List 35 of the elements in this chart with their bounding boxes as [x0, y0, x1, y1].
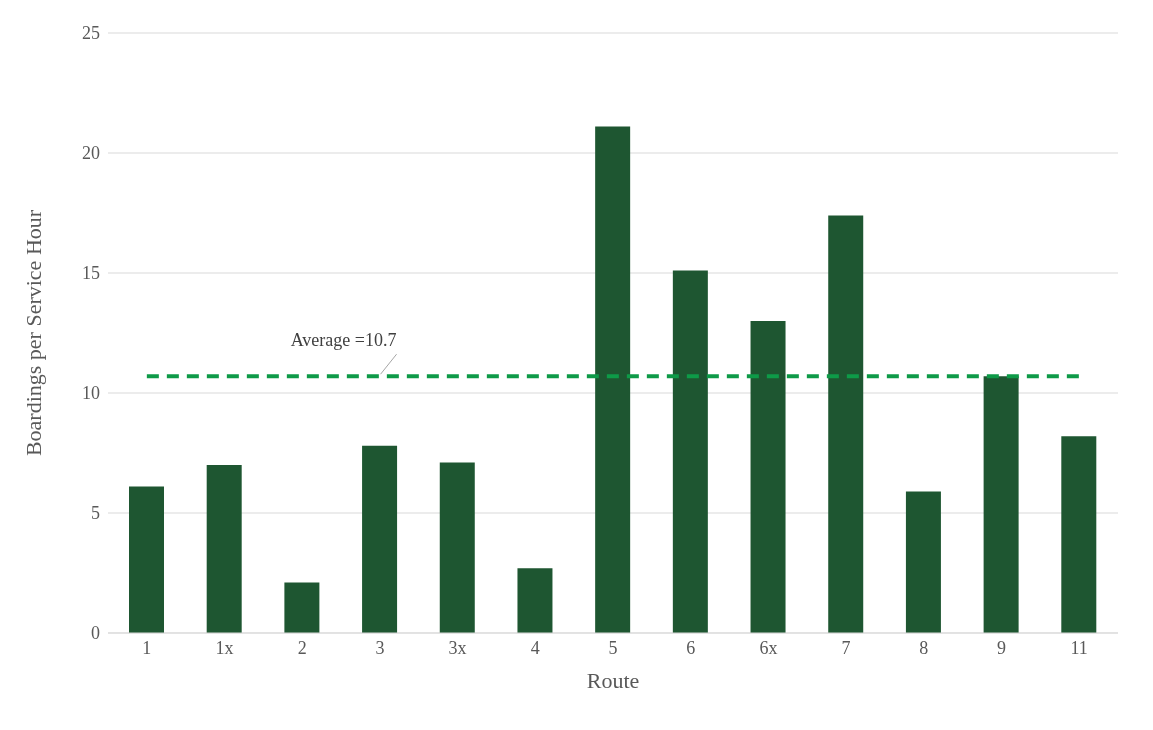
- bar: [595, 126, 631, 633]
- bar: [206, 465, 242, 633]
- x-tick-label: 2: [297, 637, 307, 658]
- y-tick-label: 0: [91, 623, 100, 644]
- x-tick-label: 6x: [759, 637, 778, 658]
- y-tick-label: 10: [82, 383, 100, 404]
- y-tick-label: 5: [91, 503, 100, 524]
- x-tick-label: 1x: [215, 637, 234, 658]
- bar: [129, 486, 164, 633]
- bar: [828, 215, 864, 633]
- bar: [439, 462, 475, 633]
- x-tick-label: 4: [530, 637, 540, 658]
- bar: [983, 376, 1019, 633]
- x-tick-label: 8: [919, 637, 929, 658]
- x-tick-label: 11: [1070, 637, 1088, 658]
- x-axis-title: Route: [586, 668, 640, 693]
- x-tick-label: 5: [608, 637, 618, 658]
- y-tick-label: 25: [82, 23, 100, 44]
- x-tick-label: 1: [142, 637, 152, 658]
- y-tick-label: 15: [82, 263, 100, 284]
- x-tick-label: 3: [375, 637, 385, 658]
- x-tick-label: 6: [686, 637, 696, 658]
- bar: [362, 445, 398, 633]
- x-tick-label: 9: [996, 637, 1006, 658]
- bar: [672, 270, 708, 633]
- bar: [750, 321, 786, 633]
- y-tick-label: 20: [82, 143, 100, 164]
- bar: [517, 568, 553, 633]
- bar: [905, 491, 941, 633]
- y-axis-title: Boardings per Service Hour: [20, 209, 46, 457]
- bar: [1061, 436, 1097, 633]
- x-tick-label: 7: [841, 637, 851, 658]
- ref-line-label: Average =10.7: [290, 330, 397, 351]
- x-tick-label: 3x: [448, 637, 467, 658]
- bar: [284, 582, 320, 633]
